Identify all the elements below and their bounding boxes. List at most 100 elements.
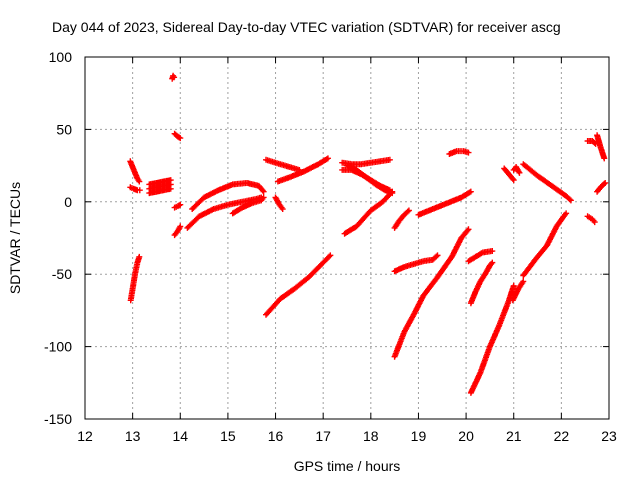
data-marker-run	[171, 130, 184, 142]
data-marker-run	[127, 253, 143, 304]
x-tick-label: 23	[601, 428, 617, 444]
data-series-arc-12	[189, 180, 267, 212]
data-marker-run	[520, 161, 574, 204]
data-series-arc-04	[146, 185, 174, 197]
data-series-arc-14	[272, 194, 286, 213]
tick-layer	[84, 56, 610, 420]
data-series-arc-38	[594, 179, 609, 195]
x-tick-label: 18	[363, 428, 379, 444]
data-series-arc-31	[510, 164, 523, 176]
y-tick-label: -150	[44, 411, 72, 427]
data-series-arc-36	[584, 138, 599, 147]
data-marker-run	[391, 226, 472, 360]
data-series-arc-21	[341, 188, 396, 237]
data-marker-run	[171, 201, 184, 211]
data-series-arc-01	[127, 253, 143, 304]
data-marker-run	[467, 259, 496, 307]
data-series-arc-03	[127, 184, 143, 194]
data-marker-run	[465, 248, 496, 265]
data-series-arc-24	[391, 226, 472, 360]
data-marker-run	[146, 177, 174, 188]
data-series-arc-07	[169, 72, 178, 82]
chart-title: Day 044 of 2023, Sidereal Day-to-day VTE…	[52, 19, 561, 35]
data-series-arc-17	[263, 252, 334, 318]
data-series-arc-16	[274, 155, 331, 185]
data-marker-run	[127, 184, 143, 194]
data-marker-run	[169, 72, 178, 82]
data-series-arc-02	[127, 158, 143, 185]
data-marker-run	[510, 164, 523, 176]
data-marker-run	[272, 194, 286, 213]
data-series-arc-08	[171, 130, 184, 142]
data-marker-run	[509, 278, 527, 304]
x-tick-label: 20	[458, 428, 474, 444]
data-marker-run	[263, 156, 303, 173]
x-tick-label: 16	[268, 428, 284, 444]
grid-layer	[85, 57, 609, 419]
data-marker-run	[391, 207, 412, 231]
data-series-arc-22	[391, 207, 412, 231]
data-marker-run	[415, 188, 474, 218]
x-tick-label: 15	[220, 428, 236, 444]
data-series-arc-15	[263, 156, 303, 173]
data-series-arc-28	[467, 259, 496, 307]
data-marker-run	[594, 179, 609, 195]
data-series-arc-06	[146, 177, 174, 188]
y-axis-title: SDTVAR / TECUs	[7, 182, 23, 294]
data-marker-run	[467, 282, 517, 396]
data-series-arc-25	[415, 188, 474, 218]
data-marker-run	[146, 181, 174, 192]
data-marker-run	[344, 162, 396, 197]
data-marker-run	[446, 148, 472, 157]
x-tick-label: 12	[77, 428, 93, 444]
data-marker-run	[146, 185, 174, 197]
data-marker-run	[341, 188, 396, 237]
y-tick-label: 0	[64, 194, 72, 210]
x-tick-label: 19	[411, 428, 427, 444]
data-series-arc-37	[594, 132, 608, 162]
data-series-arc-05	[146, 181, 174, 192]
data-marker-run	[263, 252, 334, 318]
data-series-arc-11	[184, 194, 265, 231]
data-layer	[127, 72, 609, 396]
y-tick-label: -100	[44, 339, 72, 355]
data-series-arc-29	[467, 282, 517, 396]
y-tick-label: -50	[52, 266, 72, 282]
data-marker-run	[520, 210, 570, 279]
data-series-arc-30	[501, 165, 517, 184]
x-tick-label: 13	[125, 428, 141, 444]
x-axis-title: GPS time / hours	[294, 458, 401, 474]
data-marker-run	[584, 138, 599, 147]
x-tick-label: 14	[172, 428, 188, 444]
data-marker-run	[229, 194, 267, 217]
x-tick-label: 17	[315, 428, 331, 444]
data-marker-run	[594, 132, 608, 162]
data-series-arc-35	[584, 213, 598, 226]
data-series-arc-34	[520, 210, 570, 279]
data-series-arc-23	[391, 252, 441, 275]
data-marker-run	[391, 252, 441, 275]
x-tick-label: 22	[554, 428, 570, 444]
x-tick-label: 21	[506, 428, 522, 444]
label-layer: 12 13 14 15 16 17 18 19 20 21 22 23 100 50 0 -50 -100 -15…	[44, 49, 617, 444]
data-marker-run	[127, 158, 143, 185]
y-tick-label: 50	[56, 121, 72, 137]
data-marker-run	[189, 180, 267, 212]
data-marker-run	[184, 194, 265, 231]
data-marker-run	[501, 165, 517, 184]
data-marker-run	[171, 223, 184, 239]
y-tick-label: 100	[49, 49, 73, 65]
plot-frame	[84, 56, 610, 420]
data-series-arc-13	[229, 194, 267, 217]
data-series-arc-20	[344, 162, 396, 197]
data-series-arc-26	[446, 148, 472, 157]
data-series-arc-09	[171, 201, 184, 211]
data-marker-run	[584, 213, 598, 226]
data-marker-run	[274, 155, 331, 185]
data-series-arc-32	[509, 278, 527, 304]
data-series-arc-10	[171, 223, 184, 239]
data-series-arc-27	[465, 248, 496, 265]
data-series-arc-33	[520, 161, 574, 204]
